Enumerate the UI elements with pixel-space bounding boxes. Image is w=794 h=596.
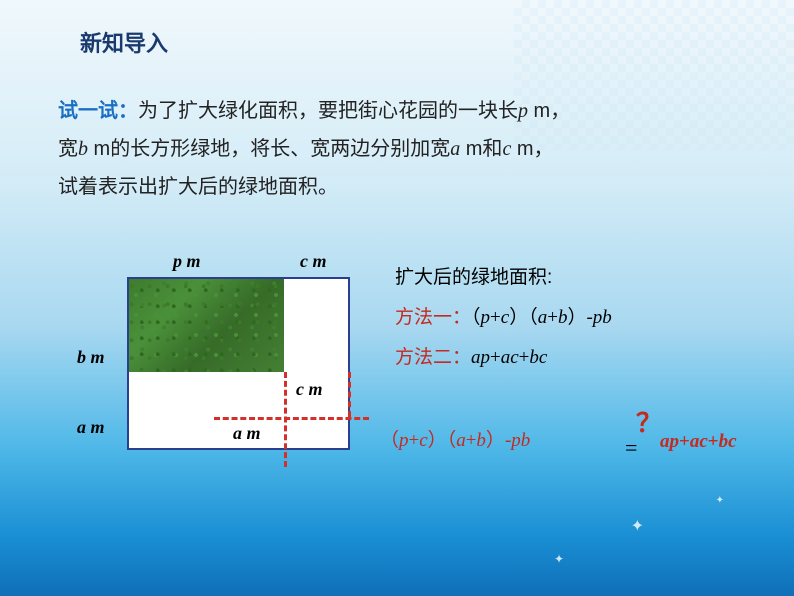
label-a-left: a m [77, 417, 105, 438]
label-a-inner: a m [233, 423, 261, 444]
grass-region [129, 279, 284, 372]
sparkle-3: ✦ [716, 495, 724, 506]
var-a: a [450, 138, 460, 160]
method2-formula: ap+ac+bc [471, 347, 547, 368]
label-p-top: p m [173, 251, 201, 272]
text-seg-3: 试着表示出扩大后的绿地面积。 [58, 176, 338, 198]
and-text: m和 [460, 138, 502, 160]
problem-text: 试一试：为了扩大绿化面积，要把街心花园的一块长p m， 宽b m的长方形绿地，将… [58, 92, 744, 206]
equation-line: （p+c）（a+b）-pb ？ = ap+ac+bc [380, 425, 530, 452]
var-c: c [502, 138, 511, 160]
question-mark: ？ [636, 403, 662, 440]
method1-label: 方法一： [395, 307, 471, 328]
dash-corner [348, 372, 351, 417]
solution-block: 扩大后的绿地面积: 方法一：（p+c）（a+b）-pb 方法二：ap+ac+bc [395, 258, 612, 378]
comma-1: ， [550, 100, 570, 122]
try-label: 试一试： [58, 100, 138, 122]
text-seg-1: 为了扩大绿化面积，要把街心花园的一块长 [138, 100, 518, 122]
text-seg-2a: 宽 [58, 138, 78, 160]
method-1: 方法一：（p+c）（a+b）-pb [395, 298, 612, 338]
var-p: p [518, 100, 528, 122]
comma-2: ， [534, 138, 554, 160]
label-c-top: c m [300, 251, 327, 272]
dash-horizontal [214, 417, 369, 420]
area-diagram: p m c m b m a m c m a m [95, 255, 355, 475]
var-b: b [78, 138, 88, 160]
lhs: （p+c）（a+b）-pb [380, 430, 530, 451]
slide-title: 新知导入 [80, 26, 168, 58]
unit-m-2: m [511, 138, 533, 160]
expanded-area-heading: 扩大后的绿地面积: [395, 258, 612, 298]
label-c-inner: c m [296, 379, 323, 400]
method2-label: 方法二： [395, 347, 471, 368]
rhs: ap+ac+bc [660, 431, 737, 453]
outer-square: c m a m [127, 277, 350, 450]
method1-formula: （p+c）（a+b）-pb [471, 307, 612, 328]
method-2: 方法二：ap+ac+bc [395, 338, 612, 378]
text-seg-2b: m的长方形绿地，将长、宽两边分别加宽 [88, 138, 450, 160]
sparkle-2: ✦ [554, 552, 564, 566]
sparkle-1: ✦ [631, 516, 644, 536]
equals-sign: = [625, 435, 637, 461]
unit-m-1: m [528, 100, 550, 122]
label-b-left: b m [77, 347, 105, 368]
